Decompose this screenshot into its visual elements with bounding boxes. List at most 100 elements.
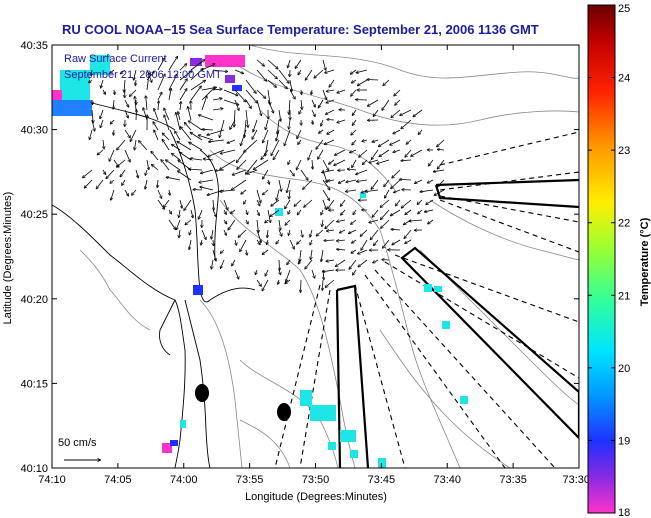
current-vector: [168, 89, 171, 101]
current-vector: [289, 189, 290, 199]
current-vector: [267, 229, 268, 237]
current-vector: [336, 259, 346, 266]
plot-area: [52, 45, 579, 468]
current-vector: [288, 159, 290, 164]
current-vector: [352, 239, 357, 243]
current-vector: [327, 120, 335, 121]
x-tick-label: 74:05: [104, 474, 132, 486]
current-vector: [157, 74, 165, 91]
current-vector: [245, 109, 248, 127]
current-vector: [166, 160, 181, 171]
y-tick-label: 40:20: [20, 294, 48, 306]
current-vector: [261, 149, 269, 159]
current-vector: [429, 159, 434, 166]
current-vector: [373, 259, 379, 263]
current-vector: [234, 109, 235, 127]
current-vector: [372, 149, 379, 159]
current-vector: [303, 179, 313, 189]
current-vector: [284, 129, 291, 145]
current-vector: [418, 129, 423, 134]
current-vector: [267, 69, 277, 79]
current-vector: [124, 149, 130, 162]
current-vector: [169, 189, 170, 195]
current-vector: [91, 69, 92, 76]
current-vector: [237, 149, 247, 162]
current-vector: [428, 179, 434, 183]
current-vector: [220, 159, 236, 169]
sst-patches: [180, 192, 468, 468]
current-vector: [221, 259, 225, 268]
current-vector: [189, 229, 191, 235]
colorbar-label: Temperature (°C): [639, 217, 651, 306]
current-vector: [316, 139, 324, 149]
current-vector: [383, 79, 390, 85]
current-vector: [298, 139, 302, 144]
current-vector: [311, 249, 312, 259]
x-tick-label: 73:40: [433, 474, 461, 486]
current-vector: [346, 179, 357, 182]
current-vector: [162, 140, 170, 151]
current-vector: [163, 133, 170, 141]
current-vector: [337, 220, 346, 222]
current-vector: [176, 219, 181, 229]
current-vector: [352, 79, 357, 83]
current-vector: [279, 269, 281, 274]
current-vector: [371, 229, 379, 239]
current-vector: [201, 169, 214, 173]
current-vector: [311, 269, 315, 278]
current-vector: [321, 249, 324, 261]
current-vector: [181, 127, 192, 141]
current-vector: [223, 199, 228, 210]
current-vector: [357, 180, 368, 182]
current-vector: [111, 189, 115, 200]
current-vector: [245, 99, 251, 108]
current-vector: [327, 129, 335, 134]
current-vector: [348, 169, 357, 170]
current-vector: [190, 209, 193, 218]
current-vector: [234, 89, 246, 102]
current-vector: [179, 64, 186, 71]
current-vector: [301, 99, 302, 109]
current-vector: [341, 209, 346, 215]
current-vector: [382, 99, 390, 110]
current-vector: [359, 149, 368, 157]
current-vector: [143, 108, 148, 121]
bathymetry-contours: [79, 45, 579, 468]
current-vector: [288, 59, 291, 67]
current-vector: [372, 140, 379, 142]
current-vector: [164, 199, 170, 207]
current-vector: [381, 209, 390, 219]
current-vector: [327, 230, 335, 231]
current-vector: [277, 119, 280, 134]
current-vector: [256, 99, 261, 115]
colorbar-ticks: 25 24 23 22 21 20 19 18: [588, 3, 630, 518]
current-vector: [395, 99, 401, 105]
current-vector: [130, 89, 137, 96]
radar-sector-lines: [274, 131, 579, 468]
x-tick-label: 74:00: [170, 474, 198, 486]
current-vector: [211, 259, 213, 269]
current-vector: [256, 279, 261, 286]
current-vector: [254, 159, 269, 169]
current-vector: [297, 159, 302, 170]
current-vector: [117, 159, 126, 167]
current-vector: [193, 190, 203, 191]
current-vector: [278, 79, 287, 88]
current-vector: [298, 69, 302, 74]
current-vector: [428, 219, 434, 224]
current-vector: [179, 79, 187, 91]
current-vector: [212, 109, 223, 111]
current-vector: [184, 199, 192, 210]
current-vector: [265, 119, 269, 129]
current-vector: [188, 107, 192, 121]
current-vector: [276, 189, 280, 200]
current-vector: [172, 154, 181, 161]
current-vector: [351, 69, 357, 74]
current-vector: [145, 169, 147, 175]
current-vector: [124, 129, 130, 138]
current-vector: [109, 149, 115, 161]
current-vector: [278, 229, 282, 236]
current-vector: [368, 99, 379, 106]
current-vector: [257, 219, 258, 232]
current-vector: [256, 269, 258, 274]
